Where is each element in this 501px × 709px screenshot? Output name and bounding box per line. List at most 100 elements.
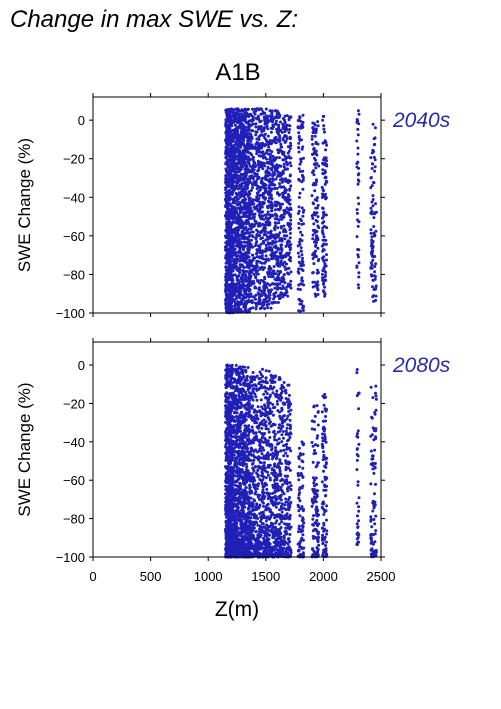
data-point bbox=[248, 214, 252, 218]
data-point bbox=[276, 294, 280, 298]
data-point bbox=[374, 262, 378, 266]
data-point bbox=[250, 234, 254, 238]
data-point bbox=[260, 265, 264, 269]
data-point bbox=[266, 231, 270, 235]
data-point bbox=[355, 162, 359, 165]
data-point bbox=[239, 405, 243, 409]
data-point bbox=[228, 198, 232, 202]
data-point bbox=[316, 246, 320, 250]
data-point bbox=[297, 131, 301, 135]
data-point bbox=[256, 244, 260, 248]
data-point bbox=[324, 156, 328, 160]
data-point bbox=[254, 133, 258, 137]
data-point bbox=[316, 120, 320, 124]
data-point bbox=[283, 237, 287, 241]
data-point bbox=[281, 284, 285, 288]
data-point bbox=[225, 426, 229, 430]
data-point bbox=[231, 539, 235, 543]
data-point bbox=[236, 278, 240, 282]
data-point bbox=[241, 297, 245, 301]
data-point bbox=[270, 209, 274, 213]
data-point bbox=[371, 258, 375, 262]
data-point bbox=[231, 231, 235, 234]
data-point bbox=[265, 140, 269, 144]
data-point bbox=[269, 306, 273, 310]
data-point bbox=[241, 282, 245, 285]
data-point bbox=[235, 457, 239, 461]
data-point bbox=[286, 193, 290, 196]
data-point bbox=[288, 147, 292, 150]
data-point bbox=[252, 272, 256, 276]
data-point bbox=[300, 147, 304, 151]
data-point bbox=[231, 309, 235, 313]
data-point bbox=[273, 233, 277, 237]
data-point bbox=[265, 221, 269, 225]
data-point bbox=[232, 536, 236, 540]
data-point bbox=[271, 154, 275, 158]
data-point bbox=[298, 261, 302, 265]
data-point bbox=[298, 138, 302, 142]
data-point bbox=[233, 513, 237, 517]
data-point bbox=[315, 220, 319, 223]
data-point bbox=[287, 198, 291, 201]
data-point bbox=[282, 224, 286, 228]
data-point bbox=[236, 135, 240, 139]
data-point bbox=[233, 305, 237, 309]
data-point bbox=[274, 250, 278, 254]
data-point bbox=[261, 257, 265, 261]
data-point bbox=[243, 269, 246, 273]
data-point bbox=[279, 226, 283, 230]
data-point bbox=[272, 139, 276, 143]
data-point bbox=[270, 158, 274, 162]
data-point bbox=[226, 132, 230, 136]
data-point bbox=[283, 210, 287, 213]
data-point bbox=[322, 189, 326, 193]
data-point bbox=[299, 249, 303, 253]
data-point bbox=[370, 242, 374, 246]
data-point bbox=[231, 477, 235, 481]
data-point bbox=[236, 430, 240, 434]
data-point bbox=[357, 172, 361, 176]
data-point bbox=[286, 221, 290, 225]
data-point bbox=[264, 243, 268, 247]
data-point bbox=[265, 161, 269, 165]
data-point bbox=[323, 192, 327, 196]
data-point bbox=[289, 279, 293, 283]
data-point bbox=[256, 177, 259, 181]
data-point bbox=[374, 286, 378, 290]
data-point bbox=[245, 221, 249, 225]
data-point bbox=[371, 278, 375, 282]
points-2080s bbox=[224, 363, 378, 559]
data-point bbox=[237, 531, 241, 535]
data-point bbox=[241, 108, 244, 112]
data-point bbox=[231, 133, 235, 137]
data-point bbox=[235, 400, 239, 404]
data-point bbox=[253, 285, 257, 289]
data-point bbox=[266, 127, 270, 131]
data-point bbox=[247, 120, 250, 124]
data-point bbox=[224, 542, 228, 546]
data-point bbox=[226, 432, 230, 436]
data-point bbox=[369, 186, 373, 190]
data-point bbox=[245, 254, 249, 258]
data-point bbox=[373, 234, 377, 238]
data-point bbox=[240, 189, 244, 193]
data-point bbox=[243, 204, 247, 208]
data-point bbox=[245, 265, 249, 269]
data-point bbox=[373, 158, 377, 162]
data-point bbox=[355, 218, 359, 222]
data-point bbox=[250, 222, 254, 226]
data-point bbox=[357, 261, 361, 265]
data-point bbox=[255, 140, 259, 144]
data-point bbox=[244, 219, 248, 223]
data-point bbox=[242, 199, 246, 203]
data-point bbox=[226, 409, 230, 413]
data-point bbox=[369, 231, 373, 235]
data-point bbox=[370, 263, 374, 267]
data-point bbox=[263, 307, 267, 310]
data-point bbox=[232, 377, 236, 381]
data-point bbox=[228, 484, 232, 488]
data-point bbox=[225, 479, 229, 483]
data-point bbox=[250, 230, 253, 234]
data-point bbox=[283, 154, 287, 158]
